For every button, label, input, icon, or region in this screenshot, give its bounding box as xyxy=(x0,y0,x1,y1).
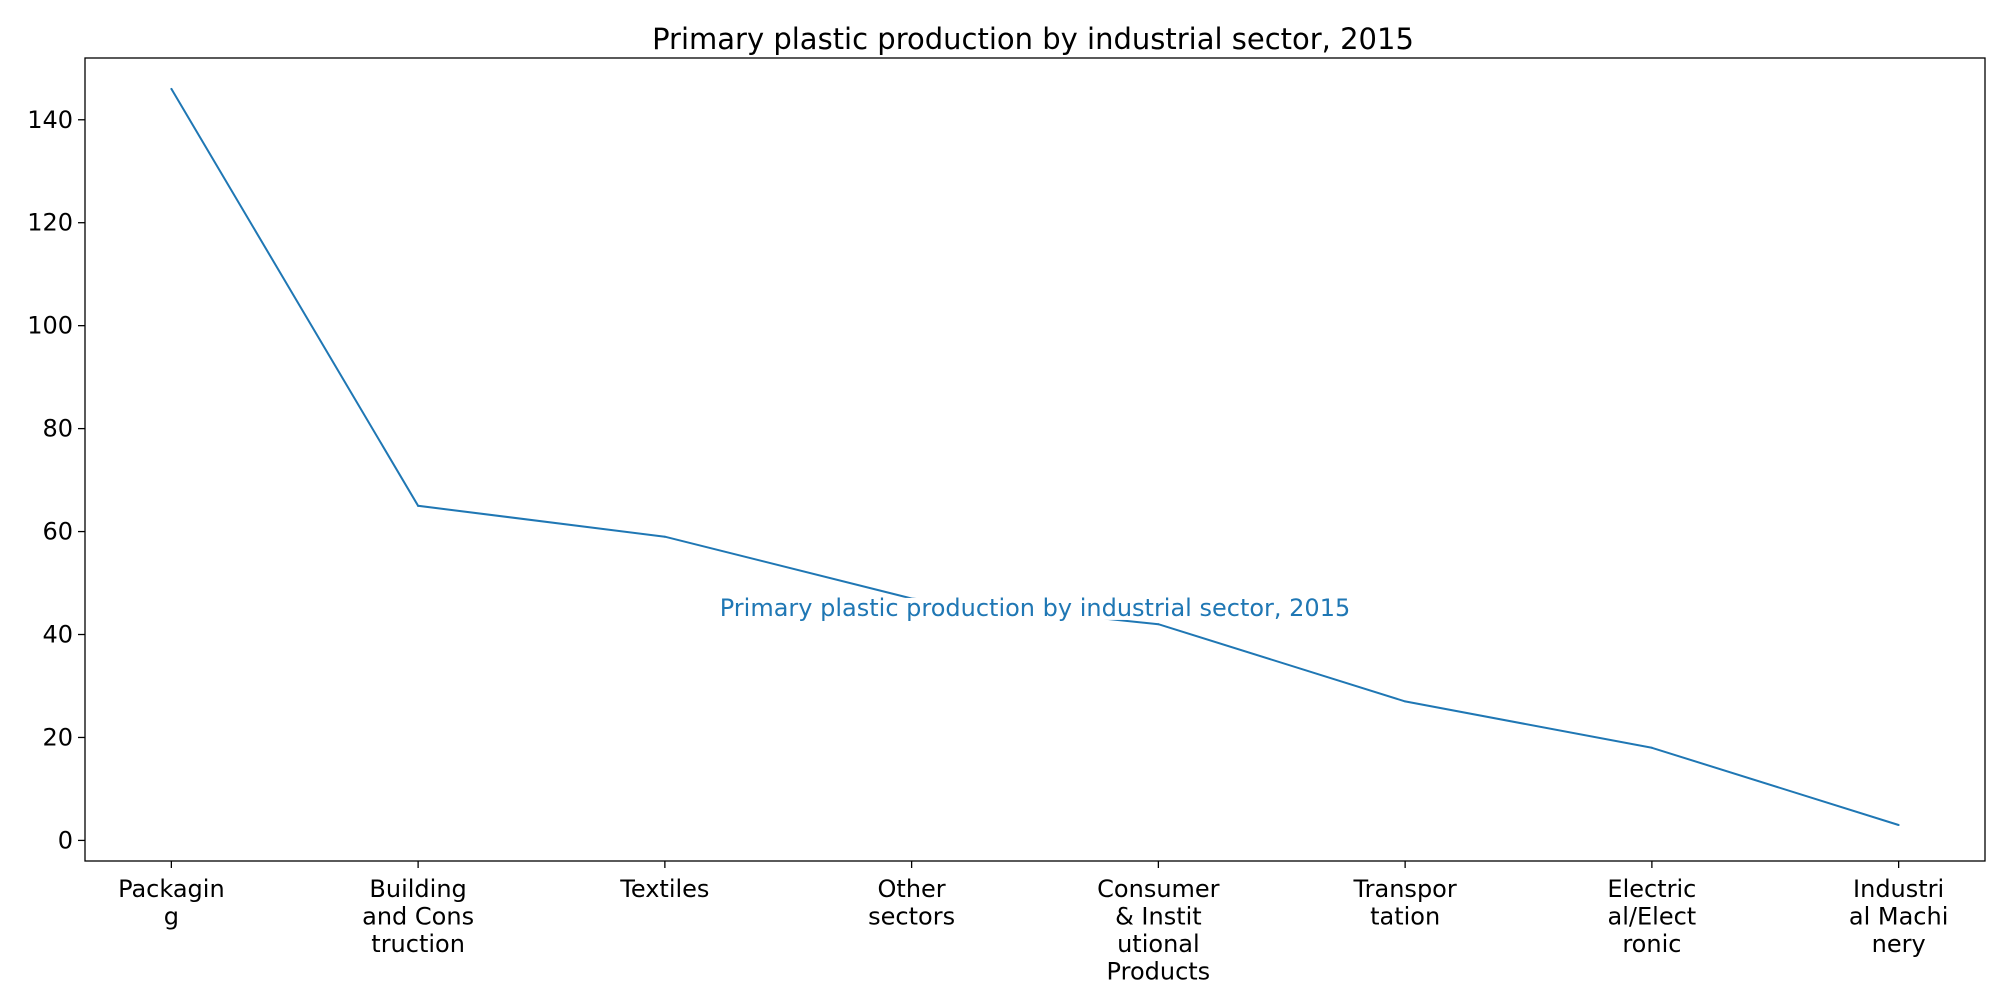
y-tick-label: 60 xyxy=(42,518,73,546)
data-point xyxy=(1650,746,1653,749)
x-tick-label-line: g xyxy=(164,903,179,931)
y-tick-label: 100 xyxy=(27,312,73,340)
x-tick-label: Transpor tation xyxy=(1353,875,1457,931)
x-tick-label: Industri al Machi nery xyxy=(1849,875,1949,958)
x-tick-label-line: ronic xyxy=(1622,930,1681,958)
x-tick-label: Packagin g xyxy=(118,875,225,931)
x-tick-label-line: Consumer xyxy=(1097,875,1220,903)
x-tick-label-line: Other xyxy=(878,875,946,903)
plot-frame xyxy=(84,57,1986,862)
x-tick-label-line: Industri xyxy=(1853,875,1944,903)
x-tick-label: Consumer & Instit utional Products xyxy=(1097,875,1220,986)
y-tick-label: 20 xyxy=(42,723,73,751)
x-tick-label: Electric al/Elect ronic xyxy=(1607,875,1696,958)
y-tick-label: 140 xyxy=(27,106,73,134)
y-tick-label: 80 xyxy=(42,415,73,443)
x-tick-label-line: Transpor xyxy=(1353,875,1457,903)
x-tick-label-line: utional xyxy=(1117,930,1200,958)
y-tick-label: 0 xyxy=(58,826,73,854)
chart-title: Primary plastic production by industrial… xyxy=(652,22,1414,56)
x-tick-label-line: al/Elect xyxy=(1608,903,1697,931)
x-tick-label-line: Electric xyxy=(1607,875,1696,903)
x-tick-label-line: al Machi xyxy=(1849,903,1949,931)
series-label-backdrop xyxy=(799,597,1271,620)
series-line xyxy=(170,88,1899,826)
data-point xyxy=(417,504,420,507)
x-tick-label-line: truction xyxy=(371,930,465,958)
data-point xyxy=(1404,700,1407,703)
x-tick-label: Building and Cons truction xyxy=(362,875,474,958)
x-tick-label-line: and Cons xyxy=(362,903,474,931)
data-point xyxy=(1157,623,1160,626)
data-point xyxy=(663,535,666,538)
data-point xyxy=(1897,823,1900,826)
x-tick-label-line: Packagin xyxy=(118,875,225,903)
x-tick-label-line: Textiles xyxy=(619,875,709,903)
x-tick-label-line: tation xyxy=(1370,903,1440,931)
data-point xyxy=(170,87,173,90)
x-tick-label-line: sectors xyxy=(868,903,955,931)
series-label: Primary plastic production by industrial… xyxy=(720,594,1351,622)
x-tick-label-line: nery xyxy=(1872,930,1926,958)
x-tick-label-line: Building xyxy=(369,875,466,903)
y-tick-label: 40 xyxy=(42,621,73,649)
y-tick-label: 120 xyxy=(27,209,73,237)
x-tick-label-line: Products xyxy=(1107,958,1211,986)
x-tick-label: Textiles xyxy=(619,875,709,903)
x-tick-label-line: & Instit xyxy=(1115,903,1202,931)
plot-area: 0 20 40 60 80 100 120 140 Packagin g Building and C… xyxy=(27,57,1986,986)
x-tick-label: Other sectors xyxy=(868,875,955,931)
